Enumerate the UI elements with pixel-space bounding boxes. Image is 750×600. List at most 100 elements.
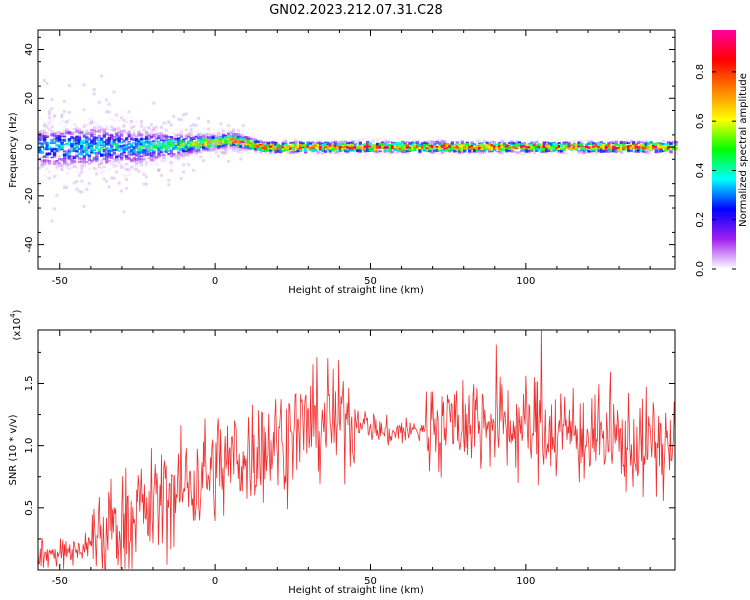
spectrogram-cell	[356, 145, 360, 148]
spectrogram-cell	[67, 119, 72, 122]
spectrogram-cell	[256, 143, 261, 145]
spectrogram-cell	[57, 131, 61, 135]
spectrogram-cell	[552, 149, 556, 152]
spectrogram-cell	[505, 147, 509, 150]
spectrogram-cell	[254, 145, 258, 150]
spectrogram-cell	[244, 145, 248, 148]
spectrogram-cell	[92, 156, 96, 159]
spectrogram-cell	[555, 145, 559, 148]
spectrogram-cell	[326, 147, 330, 150]
spectrogram-cell	[107, 167, 111, 170]
spectrogram-cell	[632, 141, 636, 145]
spectrogram-cell	[209, 149, 213, 152]
spectrogram-cell	[204, 132, 208, 137]
spectrogram-cell	[612, 144, 616, 147]
spectrogram-cell	[540, 148, 544, 151]
spectrogram-cell	[87, 142, 91, 144]
spectrogram-cell	[328, 146, 333, 150]
spectrogram-cell	[214, 148, 218, 151]
spectrogram-cell	[120, 141, 124, 144]
spectrogram-cell	[535, 140, 539, 144]
spectrogram-cell	[622, 146, 626, 149]
spectrogram-cell	[92, 141, 96, 145]
spectrogram-cell	[187, 148, 191, 151]
spectrogram-cell	[137, 133, 141, 137]
spectrogram-cell	[142, 126, 146, 130]
spectrogram-cell	[311, 144, 315, 147]
spectrogram-cell	[219, 139, 223, 142]
spectrogram-cell	[197, 133, 201, 137]
spectrogram-cell	[50, 125, 54, 128]
spectrogram-cell	[443, 146, 447, 149]
spectrogram-cell	[383, 150, 387, 153]
spectrogram-cell	[87, 163, 91, 165]
spectrogram-cell	[169, 125, 174, 127]
spectrogram-cell	[159, 132, 164, 135]
spectrogram-cell	[47, 176, 51, 180]
spectrogram-cell	[70, 155, 74, 158]
spectrogram-cell	[413, 143, 417, 147]
spectrogram-cell	[189, 128, 193, 132]
spectrogram-cell	[75, 187, 79, 191]
spectrogram-cell	[117, 126, 121, 129]
spectrogram-cell	[629, 139, 633, 144]
spectrogram-cell	[639, 141, 643, 143]
spectrogram-cell	[637, 140, 641, 144]
spectrogram-cell	[60, 135, 64, 138]
spectrogram-cell	[405, 140, 410, 143]
spectrogram-cell	[306, 142, 310, 146]
spectrogram-cell	[236, 145, 241, 148]
spectrogram-cell	[100, 159, 104, 163]
spectrogram-cell	[520, 145, 524, 149]
spectrogram-cell	[164, 128, 168, 132]
spectrogram-cell	[38, 151, 42, 154]
spectrogram-cell	[525, 144, 529, 148]
spectrogram-cell	[607, 149, 611, 153]
spectrogram-cell	[418, 143, 422, 146]
spectrogram-cell	[622, 141, 626, 144]
spectrogram-cell	[174, 154, 178, 157]
spectrogram-cell	[137, 160, 141, 164]
spectrogram-cell	[649, 143, 653, 147]
spectrogram-cell	[179, 155, 183, 159]
spectrogram-cell	[363, 145, 367, 149]
spectrogram-cell	[38, 139, 42, 142]
spectrogram-cell	[652, 143, 656, 145]
spectrogram-cell	[226, 132, 231, 136]
spectrogram-cell	[634, 149, 638, 153]
spectrogram-cell	[356, 139, 360, 143]
spectrogram-cell	[52, 161, 57, 165]
spectrogram-cell	[107, 159, 111, 162]
spectrogram-cell	[52, 138, 57, 141]
spectrogram-cell	[204, 148, 208, 152]
spectrogram-cell	[535, 147, 539, 152]
spectrogram-cell	[299, 141, 303, 144]
spectrogram-cell	[77, 189, 81, 193]
spectrogram-cell	[144, 125, 149, 129]
spectrogram-cell	[142, 148, 146, 153]
spectrogram-cell	[383, 144, 387, 147]
spectrogram-cell	[55, 168, 59, 171]
spectrogram-cell	[169, 145, 174, 147]
spectrogram-cell	[219, 137, 223, 141]
spectrogram-cell	[162, 137, 166, 140]
spectrogram-cell	[122, 176, 126, 178]
spectrogram-cell	[62, 157, 67, 160]
spectrogram-cell	[184, 153, 188, 156]
spectrogram-cell	[520, 147, 524, 150]
spectrogram-cell	[517, 151, 522, 154]
spectrogram-cell	[144, 163, 149, 167]
spectrogram-cell	[127, 134, 131, 138]
spectrogram-cell	[117, 130, 121, 134]
spectrogram-cell	[95, 151, 99, 155]
spectrogram-cell	[264, 148, 268, 152]
spectrogram-cell	[87, 150, 91, 154]
spectrogram-cell	[82, 139, 86, 143]
spectrogram-cell	[294, 145, 298, 149]
spectrogram-cell	[239, 148, 243, 152]
spectrogram-cell	[67, 131, 72, 135]
spectrogram-cell	[309, 145, 313, 148]
spectrogram-cell	[159, 150, 164, 154]
spectrogram-cell	[197, 146, 201, 150]
spectrogram-cell	[127, 150, 131, 153]
